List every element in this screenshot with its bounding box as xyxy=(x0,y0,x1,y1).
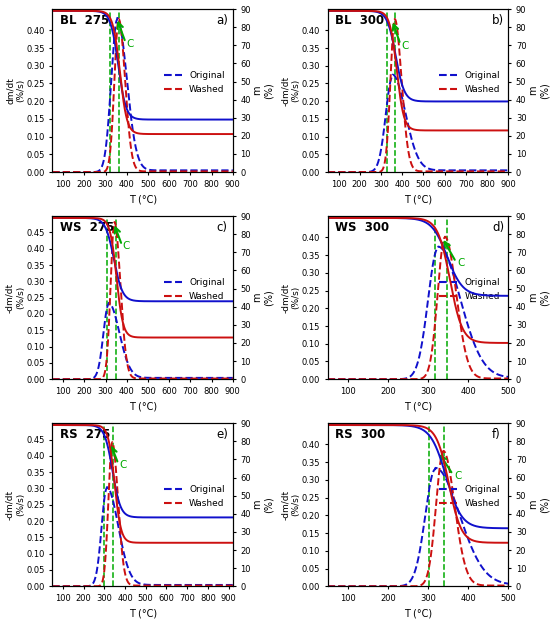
Text: d): d) xyxy=(492,221,504,234)
Text: WS  300: WS 300 xyxy=(335,221,389,234)
Legend: Original, Washed: Original, Washed xyxy=(436,275,504,305)
Text: WS  275: WS 275 xyxy=(60,221,114,234)
Y-axis label: -dm/dt
(%/s): -dm/dt (%/s) xyxy=(6,283,25,313)
Legend: Original, Washed: Original, Washed xyxy=(160,275,228,305)
Text: f): f) xyxy=(492,428,501,441)
X-axis label: T (°C): T (°C) xyxy=(404,401,432,411)
Text: b): b) xyxy=(492,14,504,27)
Y-axis label: m
(%): m (%) xyxy=(528,290,549,306)
Y-axis label: -dm/dt
(%/s): -dm/dt (%/s) xyxy=(281,76,300,105)
Y-axis label: dm/dt
(%/s): dm/dt (%/s) xyxy=(6,77,25,104)
Text: C: C xyxy=(127,39,134,49)
Legend: Original, Washed: Original, Washed xyxy=(160,67,228,97)
X-axis label: T (°C): T (°C) xyxy=(129,608,157,618)
Legend: Original, Washed: Original, Washed xyxy=(436,482,504,512)
Y-axis label: -dm/dt
(%/s): -dm/dt (%/s) xyxy=(6,490,25,520)
Text: e): e) xyxy=(216,428,229,441)
Text: C: C xyxy=(457,258,465,268)
X-axis label: T (°C): T (°C) xyxy=(129,194,157,204)
Legend: Original, Washed: Original, Washed xyxy=(160,482,228,512)
Text: C: C xyxy=(119,460,127,470)
Text: C: C xyxy=(454,471,461,481)
Text: BL  275: BL 275 xyxy=(60,14,109,27)
Y-axis label: m
(%): m (%) xyxy=(528,496,549,513)
Text: a): a) xyxy=(216,14,229,27)
X-axis label: T (°C): T (°C) xyxy=(404,608,432,618)
X-axis label: T (°C): T (°C) xyxy=(129,401,157,411)
Text: C: C xyxy=(401,41,408,51)
Text: C: C xyxy=(123,241,130,251)
Y-axis label: m
(%): m (%) xyxy=(253,82,274,99)
Legend: Original, Washed: Original, Washed xyxy=(436,67,504,97)
Text: BL  300: BL 300 xyxy=(335,14,384,27)
X-axis label: T (°C): T (°C) xyxy=(404,194,432,204)
Text: RS  275: RS 275 xyxy=(60,428,110,441)
Text: c): c) xyxy=(216,221,228,234)
Y-axis label: -dm/dt
(%/s): -dm/dt (%/s) xyxy=(281,490,300,520)
Text: RS  300: RS 300 xyxy=(335,428,385,441)
Y-axis label: m
(%): m (%) xyxy=(253,496,274,513)
Y-axis label: m
(%): m (%) xyxy=(253,290,274,306)
Y-axis label: m
(%): m (%) xyxy=(528,82,549,99)
Y-axis label: -dm/dt
(%/s): -dm/dt (%/s) xyxy=(281,283,300,313)
